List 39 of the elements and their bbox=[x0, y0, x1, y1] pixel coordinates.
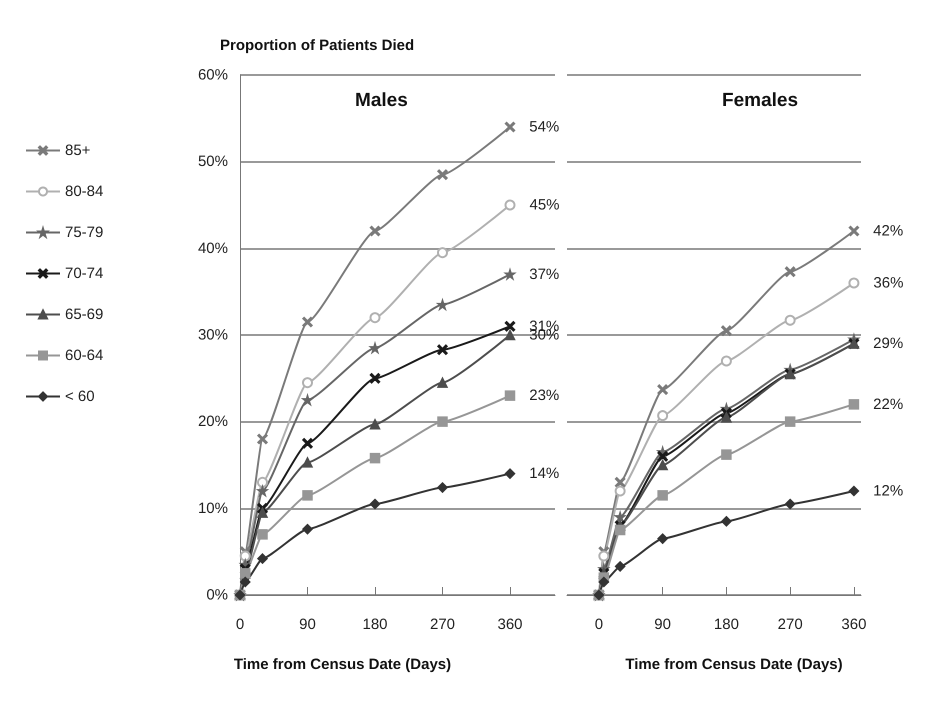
x-tick-label: 270 bbox=[430, 616, 456, 633]
y-tick-label: 50% bbox=[198, 153, 228, 170]
x-tick-label: 360 bbox=[841, 616, 866, 633]
y-tick-label: 0% bbox=[206, 586, 228, 604]
data-label: 22% bbox=[873, 396, 904, 413]
text: Females bbox=[722, 90, 798, 111]
data-label: 23% bbox=[529, 387, 560, 404]
data-label: 29% bbox=[873, 335, 904, 352]
data-label: 54% bbox=[529, 118, 560, 136]
legend-label: 75-79 bbox=[65, 224, 104, 241]
x-tick-label: 90 bbox=[654, 616, 671, 633]
x-axis-title: Time from Census Date (Days) bbox=[234, 656, 452, 673]
x-axis-title: Time from Census Date (Days) bbox=[625, 656, 843, 673]
y-tick-label: 60% bbox=[198, 66, 228, 84]
y-tick-label: 40% bbox=[198, 240, 228, 257]
y-tick-label: 30% bbox=[198, 326, 228, 344]
x-tick-label: 0 bbox=[594, 616, 604, 633]
x-tick-label: 0 bbox=[236, 616, 244, 633]
y-tick-label: 20% bbox=[198, 413, 228, 430]
text: Males bbox=[355, 90, 408, 111]
x-tick-label: 270 bbox=[778, 616, 803, 633]
data-label: 42% bbox=[873, 222, 904, 240]
y-axis-title: Proportion of Patients Died bbox=[220, 37, 414, 54]
legend-label: 80-84 bbox=[65, 183, 104, 200]
y-tick-label: 10% bbox=[198, 500, 228, 517]
legend-label: 65-69 bbox=[65, 306, 104, 323]
data-label: 14% bbox=[529, 465, 560, 482]
legend-label: 70-74 bbox=[65, 265, 104, 282]
legend-label: 60-64 bbox=[65, 347, 104, 364]
data-label: 45% bbox=[530, 196, 560, 214]
legend-label: 85+ bbox=[65, 142, 91, 159]
x-tick-label: 180 bbox=[714, 616, 739, 633]
x-tick-label: 180 bbox=[362, 616, 388, 633]
data-label: 12% bbox=[873, 482, 904, 500]
x-tick-label: 360 bbox=[497, 616, 523, 633]
legend-label: < 60 bbox=[65, 388, 95, 405]
x-tick-label: 90 bbox=[299, 616, 316, 633]
data-label: 37% bbox=[529, 266, 560, 283]
data-label: 36% bbox=[873, 274, 904, 292]
